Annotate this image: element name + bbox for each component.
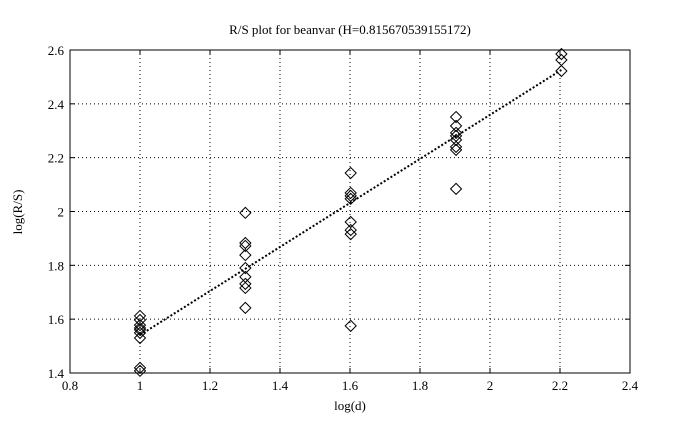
- point: [133, 318, 147, 332]
- point: [239, 236, 252, 250]
- point: [344, 223, 357, 237]
- point: [239, 301, 252, 315]
- point: [344, 215, 357, 229]
- point: [239, 239, 252, 253]
- point: [133, 361, 147, 375]
- y-tick-label: 2.6: [48, 43, 65, 58]
- point: [133, 364, 147, 378]
- x-tick-label: 2.4: [622, 378, 639, 393]
- x-tick-label: 2: [487, 378, 494, 393]
- x-tick-label: 1: [137, 378, 144, 393]
- x-axis-label: log(d): [334, 398, 366, 413]
- plot-frame: [69, 49, 631, 374]
- y-tick-label: 1.6: [48, 312, 65, 327]
- point: [449, 182, 463, 196]
- point: [449, 119, 463, 133]
- point: [449, 126, 463, 140]
- point: [344, 186, 357, 200]
- x-tick-label: 1.2: [202, 378, 218, 393]
- y-tick-label: 2: [58, 205, 65, 220]
- point: [133, 323, 147, 337]
- point: [239, 248, 252, 262]
- point: [449, 110, 463, 124]
- point: [133, 321, 147, 335]
- y-axis-label: log(R/S): [10, 190, 25, 235]
- point: [239, 281, 252, 295]
- point: [239, 206, 252, 220]
- point: [344, 319, 357, 333]
- point: [555, 47, 568, 61]
- point: [555, 64, 568, 78]
- chart-title: R/S plot for beanvar (H=0.81567053915517…: [229, 22, 471, 37]
- point: [344, 227, 357, 241]
- y-tick-label: 1.8: [48, 258, 64, 273]
- point: [449, 143, 463, 157]
- x-tick-label: 0.8: [62, 378, 78, 393]
- x-tick-label: 1.4: [272, 378, 289, 393]
- fit-line: [139, 69, 562, 336]
- x-tick-label: 1.6: [342, 378, 359, 393]
- point: [449, 140, 463, 154]
- y-tick-label: 1.4: [48, 366, 65, 381]
- point: [344, 192, 357, 206]
- point: [344, 166, 357, 180]
- point: [239, 277, 252, 291]
- point: [133, 309, 147, 323]
- y-tick-label: 2.2: [48, 151, 64, 166]
- x-tick-label: 1.8: [412, 378, 428, 393]
- point: [133, 326, 147, 340]
- x-tick-label: 2.2: [552, 378, 568, 393]
- point: [133, 313, 147, 327]
- y-tick-label: 2.4: [48, 97, 65, 112]
- point: [133, 331, 147, 345]
